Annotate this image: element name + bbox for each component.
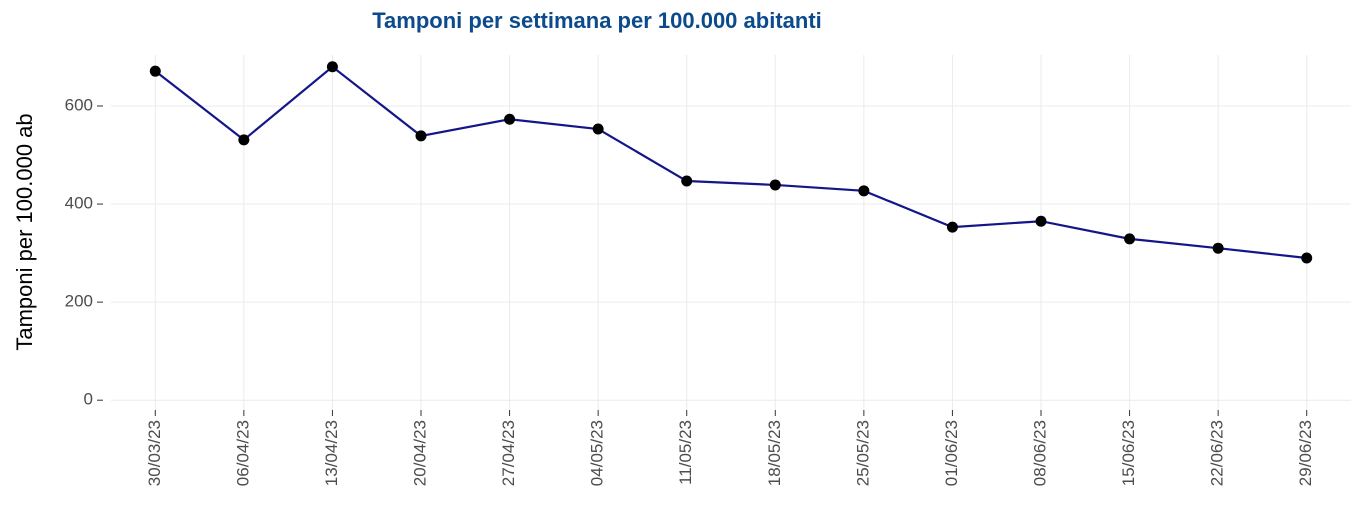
data-point: [592, 123, 604, 135]
x-tick-label: 11/05/23: [676, 420, 695, 485]
y-tick-label: 400: [65, 194, 93, 213]
data-point: [946, 221, 958, 233]
y-tick-label: 0: [84, 390, 93, 409]
data-point: [238, 134, 250, 146]
x-tick-label: 08/06/23: [1030, 420, 1049, 486]
x-tick-label: 04/05/23: [588, 420, 607, 486]
y-tick-label: 600: [65, 95, 93, 114]
data-point: [1124, 233, 1136, 245]
x-tick-label: 15/06/23: [1119, 420, 1138, 486]
x-tick-label: 27/04/23: [499, 420, 518, 486]
data-point: [1301, 252, 1313, 264]
x-tick-label: 18/05/23: [765, 420, 784, 486]
data-point: [769, 179, 781, 191]
x-tick-label: 22/06/23: [1208, 420, 1227, 486]
x-tick-label: 30/03/23: [145, 420, 164, 486]
x-tick-label: 25/05/23: [853, 420, 872, 486]
data-point: [858, 185, 870, 197]
data-point: [149, 65, 161, 77]
data-point: [1035, 215, 1047, 227]
data-point: [1212, 242, 1224, 254]
y-axis-label: Tamponi per 100.000 ab: [12, 113, 37, 350]
data-point: [681, 175, 693, 187]
y-tick-label: 200: [65, 292, 93, 311]
data-point: [326, 61, 338, 73]
x-tick-label: 06/04/23: [233, 420, 252, 486]
chart-title: Tamponi per settimana per 100.000 abitan…: [372, 8, 822, 33]
data-line: [154, 65, 1307, 260]
x-tick-label: 13/04/23: [322, 420, 341, 486]
data-point: [504, 113, 516, 125]
x-tick-label: 29/06/23: [1296, 420, 1315, 486]
data-point: [415, 130, 427, 142]
x-tick-label: 20/04/23: [410, 420, 429, 486]
x-tick-label: 01/06/23: [942, 420, 961, 486]
